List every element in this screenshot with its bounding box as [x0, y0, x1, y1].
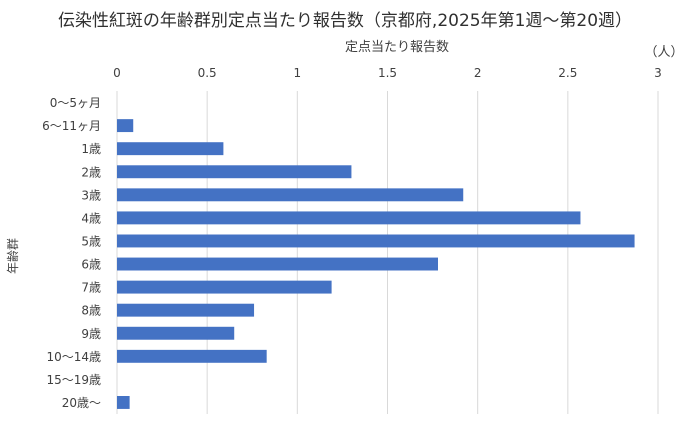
bar — [117, 234, 635, 248]
category-label: 3歳 — [81, 188, 101, 202]
x-tick-labels: 0 0.5 1 1.5 2 2.5 3 — [113, 66, 662, 80]
bar — [117, 280, 332, 294]
x-tick-label: 2.5 — [558, 66, 577, 80]
category-label: 1歳 — [81, 142, 101, 156]
x-tick-label: 0.5 — [198, 66, 217, 80]
x-tick-label: 3 — [654, 66, 662, 80]
category-label: 5歳 — [81, 234, 101, 248]
bar — [117, 165, 352, 179]
category-label: 15～19歳 — [46, 373, 101, 387]
x-tick-label: 2 — [474, 66, 482, 80]
x-tick-label: 1 — [294, 66, 302, 80]
category-label: 6歳 — [81, 258, 101, 272]
category-label: 7歳 — [81, 281, 101, 295]
category-label: 2歳 — [81, 165, 101, 179]
category-label: 6～11ヶ月 — [42, 119, 101, 133]
category-label: 9歳 — [81, 327, 101, 341]
bar — [117, 142, 224, 156]
category-label: 8歳 — [81, 304, 101, 318]
category-labels: 0～5ヶ月 6～11ヶ月 1歳 2歳 3歳 4歳 5歳 6歳 7歳 8歳 9歳 10～14歳 15～19… — [42, 96, 101, 410]
y-axis-label: 年齢群 — [5, 238, 20, 274]
x-tick-label: 0 — [113, 66, 121, 80]
bar — [117, 349, 267, 363]
bars — [117, 119, 635, 409]
x-tick-label: 1.5 — [378, 66, 397, 80]
bar — [117, 326, 235, 340]
category-label: 10～14歳 — [46, 350, 101, 364]
bar — [117, 188, 464, 202]
x-axis-label: 定点当たり報告数 — [345, 40, 449, 55]
unit-label: （人） — [644, 45, 683, 60]
bar — [117, 396, 130, 409]
category-label: 4歳 — [81, 211, 101, 225]
bar — [117, 303, 255, 317]
category-label: 0～5ヶ月 — [50, 96, 101, 110]
gridlines — [116, 91, 659, 414]
bar — [117, 211, 581, 225]
chart-title: 伝染性紅斑の年齢群別定点当たり報告数（京都府,2025年第1週～第20週） — [57, 11, 633, 31]
bar — [117, 119, 134, 133]
category-label: 20歳～ — [62, 396, 101, 410]
bar — [117, 257, 438, 271]
